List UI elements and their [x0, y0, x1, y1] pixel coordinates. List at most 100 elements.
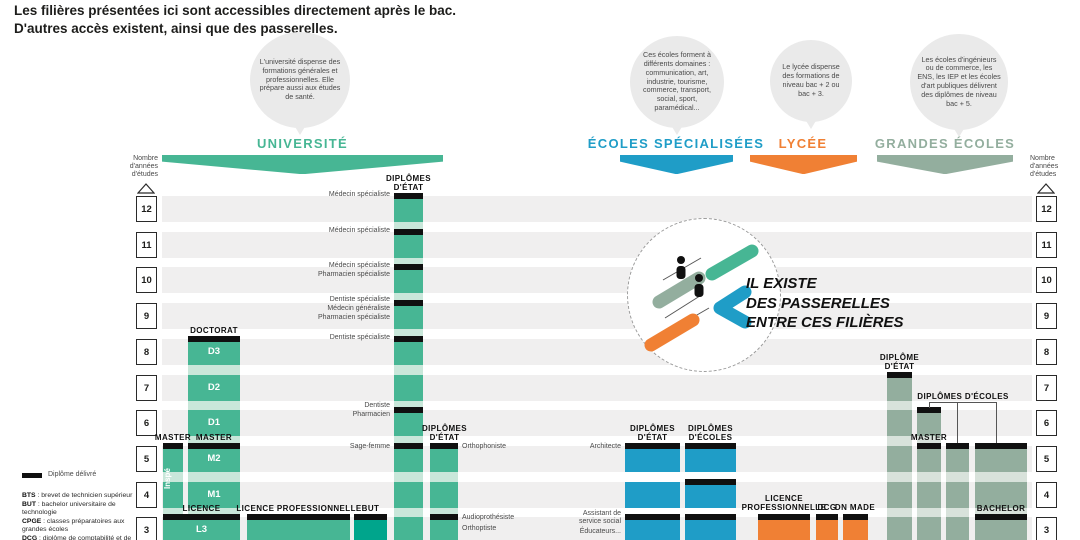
- year-box-right-4: 4: [1036, 482, 1057, 508]
- medecine-block-10: [394, 267, 423, 293]
- year-box-left-3: 3: [136, 517, 157, 540]
- ge-etat-bar-7: [887, 372, 912, 378]
- universite-bubble-tail: [291, 120, 309, 135]
- label-pharmacien-specialiste-9: Pharmacien spécialiste: [318, 314, 390, 321]
- esp-etat-block-3: [625, 517, 680, 540]
- label-audioprothesiste: Audioprothésiste: [462, 514, 515, 521]
- licence-diploma-bar: [163, 514, 240, 520]
- year-box-right-5: 5: [1036, 446, 1057, 472]
- master-uni-diploma-bar: [188, 443, 240, 449]
- header-master-inspe: MASTER: [154, 433, 192, 442]
- title-line-2: D'autres accès existent, ainsi que des p…: [14, 20, 338, 36]
- medecine-block-5: [394, 446, 423, 472]
- lycee-bubble: Le lycée dispense des formations de nive…: [770, 40, 852, 122]
- year-band-10: [162, 267, 1032, 293]
- header-but: BUT: [361, 504, 380, 513]
- page-title: Les filières présentées ici sont accessi…: [14, 2, 456, 37]
- header-bachelor: BACHELOR: [976, 504, 1026, 513]
- esp-ecoles-bar-3: [685, 514, 736, 520]
- legend-abbreviations: BTS : brevet de technicien supérieur BUT…: [22, 492, 144, 540]
- sante-block-5: [430, 446, 458, 472]
- category-universite: UNIVERSITÉ: [256, 136, 348, 151]
- sante-block-3: [430, 517, 458, 540]
- label-orthophoniste: Orthophoniste: [462, 443, 506, 450]
- lycee-bubble-tail: [802, 114, 820, 129]
- label-assistant-service-social: Assistant de service social: [578, 510, 621, 526]
- grandes-ecoles-funnel: [877, 155, 1013, 174]
- legend-item-but: BUT : bachelor universitaire de technolo…: [22, 501, 116, 516]
- medecine-bar-5: [394, 443, 423, 449]
- diplomes-ecoles-ge-connector-1: [929, 402, 930, 408]
- passerelles-note: IL EXISTE DES PASSERELLES ENTRE CES FILI…: [746, 274, 904, 333]
- label-medecin-specialiste-12: Médecin spécialiste: [328, 191, 390, 198]
- header-diplomes-etat-esp: DIPLÔMES D'ÉTAT: [630, 424, 675, 442]
- label-medecin-generaliste-9: Médecin généraliste: [327, 305, 390, 312]
- ge-bachelor-block: [975, 517, 1027, 540]
- ge-col4-bar-5: [975, 443, 1027, 449]
- ecoles-specialisees-bubble-text: Ces écoles forment à différents domaines…: [643, 50, 711, 112]
- block-d3: D3: [188, 339, 240, 365]
- medecine-block-11: [394, 232, 423, 258]
- medecine-bar-6: [394, 407, 423, 413]
- ge-col2-block-3: [917, 517, 941, 540]
- ge-etat-block-4: [887, 482, 912, 508]
- header-dn-made: DN MADE: [834, 503, 876, 512]
- ge-col3-block-5: [946, 446, 969, 472]
- grandes-ecoles-bubble: Les écoles d'ingénieurs ou de commerce, …: [910, 34, 1008, 130]
- diplomes-ecoles-ge-connector-2: [957, 402, 958, 443]
- label-dentiste-6: Dentiste: [364, 402, 390, 409]
- legend-item-dcg: DCG : diplôme de comptabilité et de gest…: [22, 534, 132, 540]
- esp-ecoles-block-5: [685, 446, 736, 472]
- legend-item-cpge: CPGE : classes préparatoires aux grandes…: [22, 517, 125, 533]
- label-pharmacien-6: Pharmacien: [352, 411, 390, 418]
- year-box-left-10: 10: [136, 267, 157, 293]
- medecine-block-4: [394, 482, 423, 508]
- year-box-left-4: 4: [136, 482, 157, 508]
- header-diplomes-etat-sante: DIPLÔMES D'ÉTAT: [422, 424, 467, 442]
- label-architecte: Architecte: [589, 443, 621, 450]
- universite-bubble: L'université dispense des formations gén…: [250, 32, 350, 128]
- label-educateurs: Éducateurs...: [579, 528, 621, 535]
- note-line-3: ENTRE CES FILIÈRES: [746, 314, 904, 331]
- title-line-1: Les filières présentées ici sont accessi…: [14, 3, 456, 18]
- universite-bubble-text: L'université dispense des formations gén…: [259, 57, 341, 102]
- legend-diploma-label: Diplôme délivré: [48, 471, 97, 478]
- axis-arrow-left: [137, 183, 155, 194]
- category-lycee: LYCÉE: [778, 136, 828, 151]
- year-box-left-9: 9: [136, 303, 157, 329]
- diplomes-ecoles-ge-connector-hline: [929, 402, 997, 403]
- note-line-1: IL EXISTE: [746, 275, 817, 292]
- block-licence-professionnelle: [247, 517, 350, 540]
- ge-col2-block-6: [917, 410, 941, 436]
- year-box-left-6: 6: [136, 410, 157, 436]
- header-licence-pro-uni: LICENCE PROFESSIONNELLE: [236, 504, 362, 513]
- lycee-licence-pro-block: [758, 517, 810, 540]
- year-box-right-11: 11: [1036, 232, 1057, 258]
- year-box-right-6: 6: [1036, 410, 1057, 436]
- year-box-left-7: 7: [136, 375, 157, 401]
- medecine-block-7: [394, 375, 423, 401]
- esp-etat-block-4: [625, 482, 680, 508]
- header-master-ge: MASTER: [910, 433, 948, 442]
- category-grandes-ecoles: GRANDES ÉCOLES: [874, 136, 1016, 151]
- ge-etat-block-3: [887, 517, 912, 540]
- year-box-right-9: 9: [1036, 303, 1057, 329]
- header-diplomes-ecoles-esp: DIPLÔMES D'ÉCOLES: [688, 424, 733, 442]
- lycee-bubble-text: Le lycée dispense des formations de nive…: [782, 62, 840, 98]
- universite-funnel: [162, 155, 443, 174]
- year-band-12: [162, 196, 1032, 222]
- ecoles-specialisees-funnel: [620, 155, 733, 174]
- medecine-block-12: [394, 196, 423, 222]
- esp-ecoles-bar-5: [685, 443, 736, 449]
- ge-etat-block-6: [887, 410, 912, 436]
- header-licence-pro-lycee: LICENCE PROFESSIONNELLE: [741, 494, 827, 512]
- label-orthoptiste: Orthoptiste: [462, 525, 497, 532]
- lycee-dn-made-block: [843, 517, 868, 540]
- esp-etat-bar-5: [625, 443, 680, 449]
- medecine-block-9: [394, 303, 423, 329]
- sante-bar-5: [430, 443, 458, 449]
- block-d1: D1: [188, 410, 240, 436]
- medecine-bar-8: [394, 336, 423, 342]
- block-d2: D2: [188, 375, 240, 401]
